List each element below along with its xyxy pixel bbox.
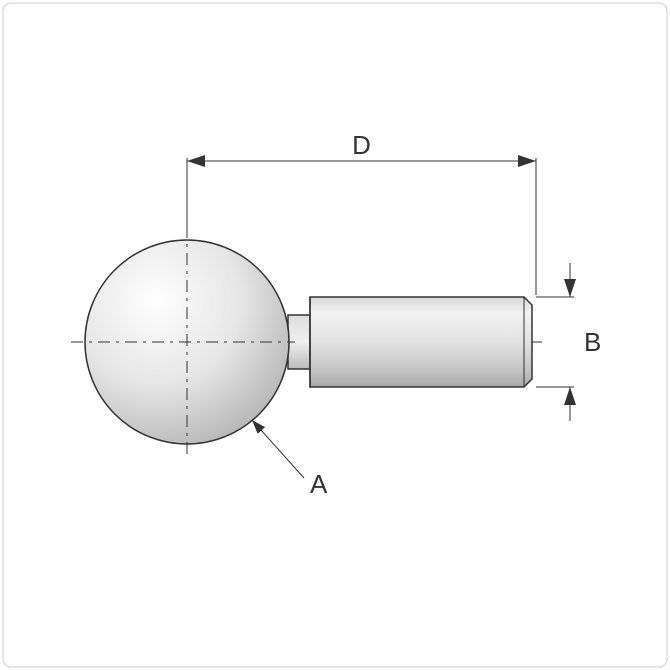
tooling-ball-part: [71, 226, 532, 458]
technical-drawing-svg: D B A: [0, 0, 670, 670]
label-B: B: [584, 327, 601, 357]
label-A: A: [310, 469, 328, 499]
diagram-canvas: D B A: [0, 0, 670, 670]
dimension-A: [252, 420, 304, 478]
label-D: D: [352, 130, 371, 160]
